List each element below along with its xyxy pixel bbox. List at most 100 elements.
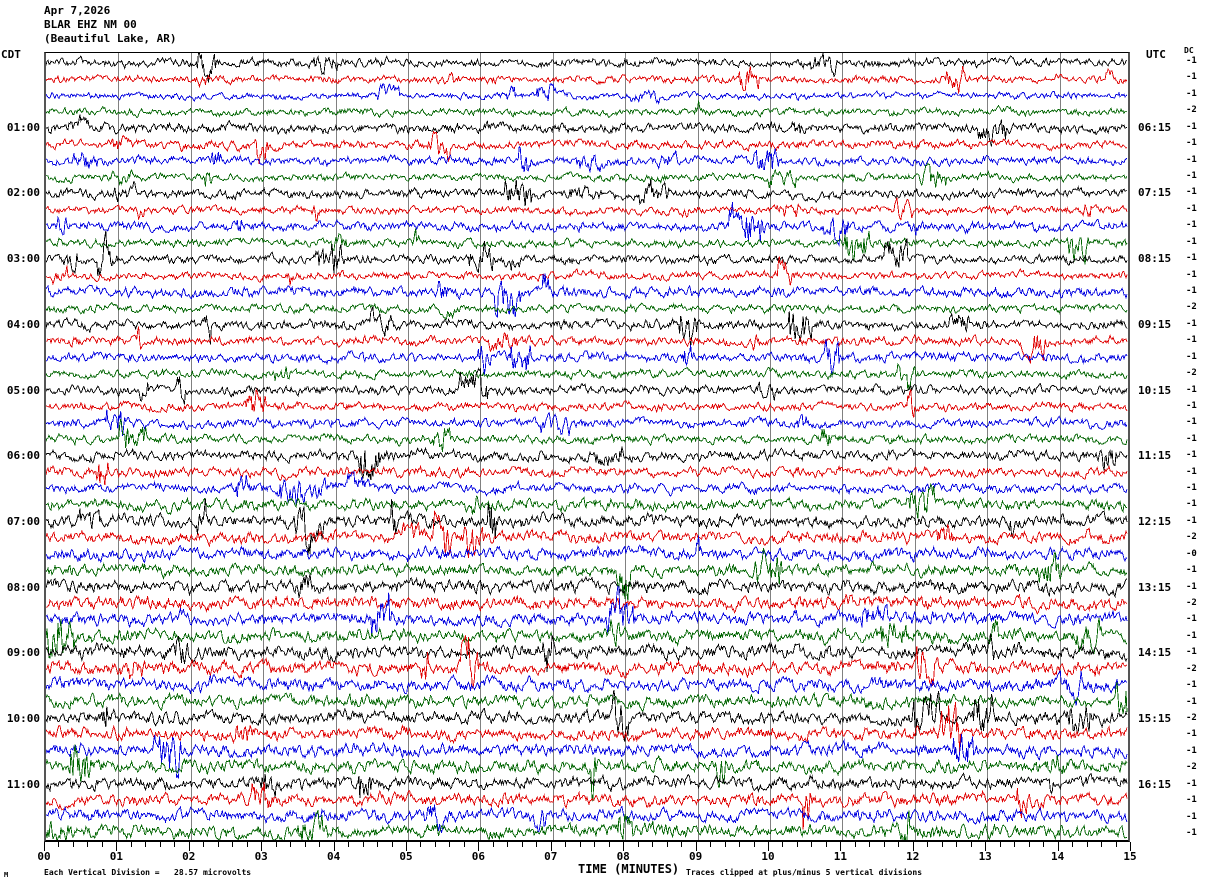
gridline-minute-06: [480, 53, 482, 840]
x-tick-minor: [377, 842, 379, 847]
utc-tick-0615: 06:15: [1138, 120, 1172, 134]
dc-offset-36: -1: [1186, 647, 1197, 658]
dc-offset-42: -1: [1186, 745, 1197, 756]
x-label-10: 10: [761, 850, 775, 863]
x-tick-minor: [72, 842, 74, 847]
trace-line-09: [46, 197, 1128, 223]
dc-offset-15: -2: [1186, 302, 1197, 313]
x-tick-minor: [521, 842, 523, 847]
gridline-minute-13: [987, 53, 989, 840]
clipping-note: Traces clipped at plus/minus 5 vertical …: [686, 868, 923, 877]
dc-offset-26: -1: [1186, 483, 1197, 494]
utc-tick-1315: 13:15: [1138, 580, 1172, 594]
x-tick-major-14: [1057, 842, 1059, 851]
dc-offset-17: -1: [1186, 335, 1197, 346]
trace-line-40: [46, 689, 1128, 742]
dc-offset-24: -1: [1186, 450, 1197, 461]
x-tick-major-06: [478, 842, 480, 851]
x-tick-major-11: [840, 842, 842, 851]
trace-line-36: [46, 633, 1128, 672]
trace-line-20: [46, 367, 1128, 405]
dc-offset-41: -1: [1186, 729, 1197, 740]
dc-offset-38: -1: [1186, 680, 1197, 691]
x-label-08: 08: [616, 850, 630, 863]
trace-line-17: [46, 326, 1128, 364]
x-tick-minor: [565, 842, 567, 847]
gridline-minute-07: [552, 53, 554, 840]
x-tick-minor: [1115, 842, 1117, 847]
trace-line-14: [46, 273, 1128, 319]
dc-offset-06: -1: [1186, 154, 1197, 165]
x-tick-major-13: [985, 842, 987, 851]
x-tick-minor: [710, 842, 712, 847]
x-tick-minor: [941, 842, 943, 847]
helicorder-plot[interactable]: [44, 52, 1130, 842]
x-tick-minor: [232, 842, 234, 847]
dc-offset-09: -1: [1186, 203, 1197, 214]
trace-line-06: [46, 145, 1128, 173]
dc-offset-03: -2: [1186, 105, 1197, 116]
dc-offset-05: -1: [1186, 138, 1197, 149]
dc-offset-01: -1: [1186, 72, 1197, 83]
gridline-minute-10: [770, 53, 771, 840]
dc-offset-18: -1: [1186, 351, 1197, 362]
x-label-07: 07: [544, 850, 558, 863]
trace-line-41: [46, 702, 1128, 753]
dc-offset-21: -1: [1186, 400, 1197, 411]
x-tick-minor: [420, 842, 422, 847]
trace-line-30: [46, 535, 1128, 564]
trace-line-12: [46, 231, 1128, 277]
dc-offset-07: -1: [1186, 170, 1197, 181]
cdt-axis-label: CDT: [1, 48, 21, 61]
header-date: Apr 7,2026: [44, 4, 111, 17]
x-label-03: 03: [254, 850, 268, 863]
trace-line-33: [46, 592, 1128, 615]
dc-offset-40: -2: [1186, 713, 1197, 724]
x-tick-major-08: [623, 842, 625, 851]
dc-offset-29: -2: [1186, 532, 1197, 543]
x-tick-minor: [869, 842, 871, 847]
trace-line-23: [46, 418, 1128, 453]
x-tick-minor: [492, 842, 494, 847]
x-label-09: 09: [688, 850, 703, 863]
trace-line-38: [46, 670, 1128, 706]
dc-offset-27: -1: [1186, 499, 1197, 510]
cdt-tick-0800: 08:00: [6, 580, 40, 594]
gridline-minute-09: [697, 53, 699, 840]
dc-offset-08: -1: [1186, 187, 1197, 198]
cdt-tick-0500: 05:00: [6, 383, 40, 397]
x-label-01: 01: [109, 850, 124, 863]
gridline-minute-11: [842, 53, 844, 840]
x-tick-minor: [999, 842, 1001, 847]
x-tick-minor: [463, 842, 465, 847]
utc-tick-0915: 09:15: [1138, 317, 1172, 331]
x-tick-major-12: [912, 842, 914, 851]
x-tick-major-15: [1130, 842, 1131, 851]
trace-line-11: [46, 228, 1128, 265]
utc-tick-0715: 07:15: [1138, 186, 1172, 200]
x-tick-major-07: [550, 842, 552, 851]
x-tick-minor: [1072, 842, 1074, 847]
x-tick-minor: [753, 842, 755, 847]
trace-line-29: [46, 510, 1128, 558]
x-label-14: 14: [1050, 850, 1065, 863]
trace-line-34: [46, 585, 1128, 636]
trace-line-08: [46, 179, 1128, 207]
x-tick-minor: [145, 842, 147, 847]
x-tick-minor: [319, 842, 321, 847]
x-tick-minor: [304, 842, 306, 847]
dc-offset-19: -2: [1186, 368, 1197, 379]
dc-offset-33: -2: [1186, 598, 1197, 609]
x-tick-minor: [275, 842, 277, 847]
x-label-12: 12: [906, 850, 920, 863]
x-tick-minor: [594, 842, 596, 847]
x-tick-minor: [637, 842, 639, 847]
x-label-13: 13: [978, 850, 992, 863]
x-tick-minor: [854, 842, 856, 847]
x-tick-minor: [87, 842, 89, 847]
gridline-minute-03: [263, 53, 265, 840]
dc-offset-44: -1: [1186, 778, 1197, 789]
dc-offset-35: -1: [1186, 630, 1197, 641]
x-tick-minor: [174, 842, 176, 847]
trace-line-25: [46, 462, 1128, 486]
